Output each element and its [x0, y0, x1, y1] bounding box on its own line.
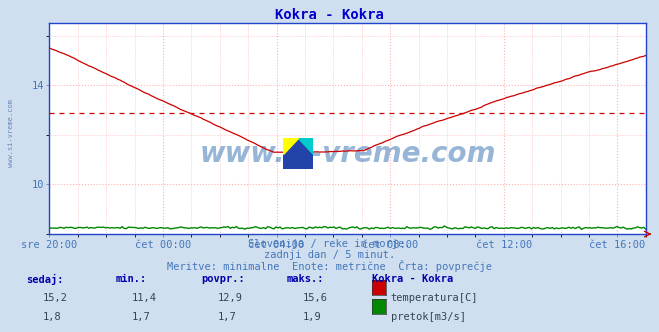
Polygon shape: [283, 138, 313, 169]
Text: Slovenija / reke in morje.: Slovenija / reke in morje.: [248, 239, 411, 249]
Text: maks.:: maks.:: [287, 274, 324, 284]
Text: www.si-vreme.com: www.si-vreme.com: [200, 140, 496, 168]
Polygon shape: [283, 138, 298, 153]
Text: www.si-vreme.com: www.si-vreme.com: [8, 99, 14, 167]
Text: temperatura[C]: temperatura[C]: [391, 293, 478, 303]
Text: 1,8: 1,8: [43, 312, 61, 322]
Text: zadnji dan / 5 minut.: zadnji dan / 5 minut.: [264, 250, 395, 260]
Text: min.:: min.:: [115, 274, 146, 284]
Text: 1,7: 1,7: [217, 312, 236, 322]
Polygon shape: [298, 138, 313, 153]
Text: Kokra - Kokra: Kokra - Kokra: [275, 8, 384, 22]
Text: sedaj:: sedaj:: [26, 274, 64, 285]
Text: 1,9: 1,9: [303, 312, 322, 322]
Polygon shape: [298, 138, 313, 153]
Text: 15,2: 15,2: [43, 293, 68, 303]
Polygon shape: [283, 138, 298, 153]
Polygon shape: [283, 138, 313, 169]
Text: 12,9: 12,9: [217, 293, 243, 303]
Text: Kokra - Kokra: Kokra - Kokra: [372, 274, 453, 284]
Text: 1,7: 1,7: [132, 312, 150, 322]
Text: 11,4: 11,4: [132, 293, 157, 303]
Text: Meritve: minimalne  Enote: metrične  Črta: povprečje: Meritve: minimalne Enote: metrične Črta:…: [167, 260, 492, 272]
Polygon shape: [283, 138, 313, 169]
Text: 15,6: 15,6: [303, 293, 328, 303]
Polygon shape: [283, 138, 313, 169]
Text: povpr.:: povpr.:: [201, 274, 244, 284]
Text: pretok[m3/s]: pretok[m3/s]: [391, 312, 466, 322]
